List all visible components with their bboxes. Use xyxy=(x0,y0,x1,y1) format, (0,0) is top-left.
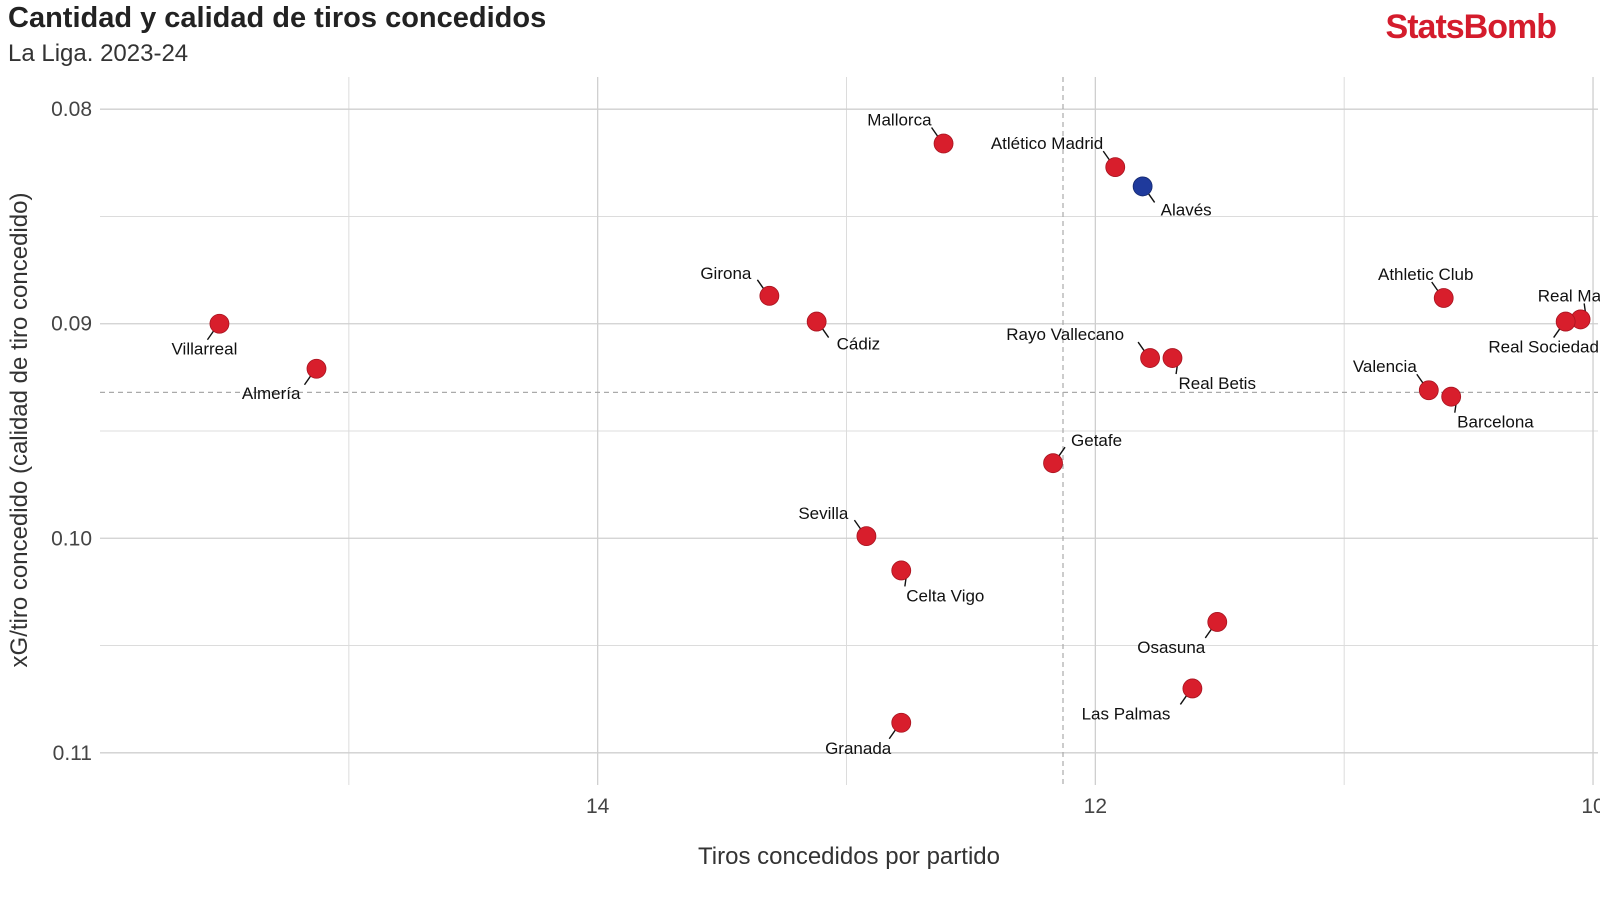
y-tick-label: 0.11 xyxy=(53,742,92,765)
x-tick-label: 14 xyxy=(586,795,610,818)
point-label: Real Sociedad xyxy=(1488,338,1599,357)
team-point-celta-vigo xyxy=(891,560,912,581)
point-label: Alavés xyxy=(1161,200,1212,219)
point-label: Real Betis xyxy=(1178,374,1255,393)
y-tick-label: 0.08 xyxy=(51,98,92,121)
point-label: Atlético Madrid xyxy=(991,134,1103,153)
team-point-osasuna xyxy=(1207,612,1228,632)
point-label: Getafe xyxy=(1071,431,1122,450)
point-label: Mallorca xyxy=(867,111,932,130)
point-label: Rayo Vallecano xyxy=(1006,325,1124,344)
reference-lines xyxy=(100,77,1598,785)
team-point-real-sociedad xyxy=(1555,311,1576,332)
team-point-athletic-club xyxy=(1433,288,1454,308)
chart-title: Cantidad y calidad de tiros concedidos xyxy=(8,2,547,34)
point-label: Villarreal xyxy=(172,340,238,359)
x-axis-title: Tiros concedidos por partido xyxy=(698,843,1000,870)
team-point-villarreal xyxy=(209,313,230,334)
team-point-atletico-madrid xyxy=(1105,157,1126,178)
x-tick-label: 12 xyxy=(1084,795,1107,818)
point-label: Osasuna xyxy=(1137,638,1206,657)
x-tick-label: 10 xyxy=(1581,795,1600,818)
team-point-barcelona xyxy=(1441,386,1462,407)
y-tick-label: 0.10 xyxy=(51,527,92,550)
team-point-almeria xyxy=(306,358,327,379)
y-tick-label: 0.09 xyxy=(51,313,92,336)
data-points xyxy=(209,133,1591,733)
point-labels: Mallorca Atlético Madrid Alavés Girona Cádiz… xyxy=(172,111,1600,758)
point-label: Celta Vigo xyxy=(906,586,984,605)
team-point-las-palmas xyxy=(1182,678,1203,699)
team-point-sevilla xyxy=(856,526,877,547)
team-point-cadiz xyxy=(806,311,827,332)
grid-lines xyxy=(100,77,1598,785)
point-label: Real Madrid xyxy=(1538,286,1600,305)
point-label: Athletic Club xyxy=(1378,265,1473,284)
team-point-girona xyxy=(759,285,780,306)
point-label: Sevilla xyxy=(798,504,849,523)
team-point-granada xyxy=(891,712,912,733)
y-axis-title: xG/tiro concedido (calidad de tiro conce… xyxy=(6,193,33,668)
team-point-mallorca xyxy=(933,133,954,154)
team-point-valencia xyxy=(1418,380,1439,401)
statsbomb-logo: StatsBomb xyxy=(1385,8,1557,46)
team-point-alaves xyxy=(1132,176,1153,197)
chart-subtitle: La Liga. 2023-24 xyxy=(8,40,189,67)
point-label: Las Palmas xyxy=(1082,704,1171,723)
team-point-getafe xyxy=(1043,453,1063,474)
point-label: Almería xyxy=(242,384,301,403)
point-label: Valencia xyxy=(1353,357,1417,376)
point-label: Cádiz xyxy=(837,335,880,354)
team-point-real-betis xyxy=(1162,348,1183,368)
point-label: Barcelona xyxy=(1457,413,1534,432)
point-label: Granada xyxy=(825,739,892,758)
tick-labels: 14 12 10 0.08 0.09 0.10 0.11 xyxy=(51,98,1600,818)
team-point-rayo-vallecano xyxy=(1140,348,1160,368)
point-label: Girona xyxy=(700,264,752,283)
